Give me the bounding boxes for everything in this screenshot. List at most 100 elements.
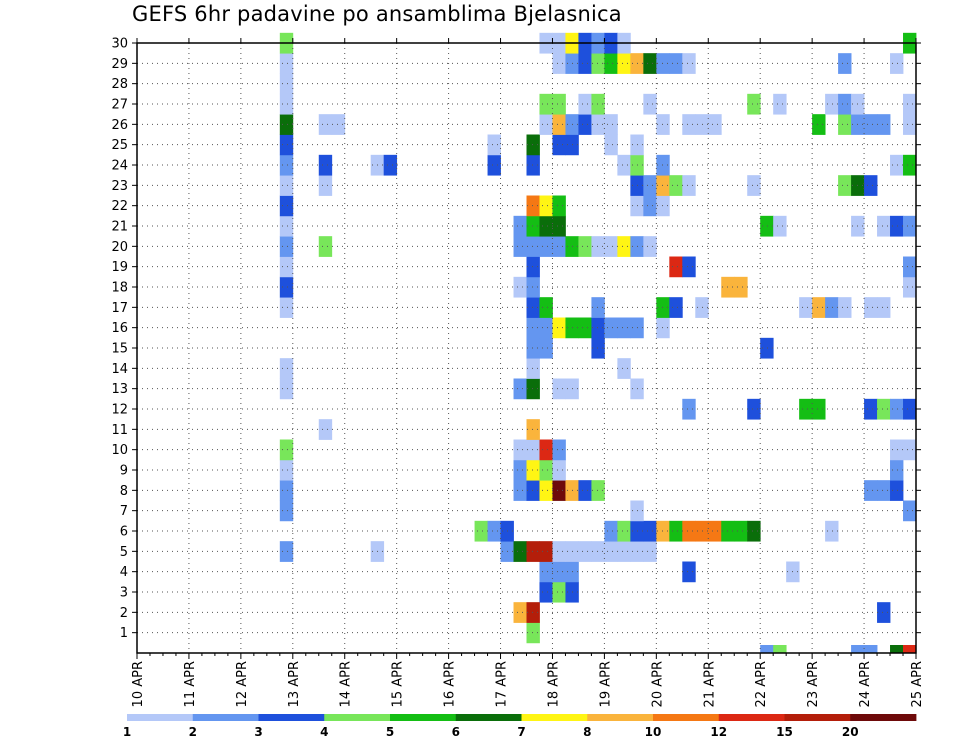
x-tick-label: 21 APR [702, 661, 717, 707]
heatmap-cell [877, 398, 891, 420]
y-tick-label: 1 [120, 626, 128, 641]
heatmap-cell [279, 154, 294, 176]
heatmap-cell [279, 236, 294, 257]
heatmap-cell [812, 114, 826, 135]
heatmap-cell [773, 215, 787, 237]
legend-swatch [127, 714, 194, 721]
heatmap-cell [903, 500, 917, 522]
heatmap-cell [669, 175, 683, 196]
heatmap-cell [526, 297, 540, 318]
heatmap-cell [617, 358, 631, 379]
legend-swatch [718, 714, 785, 721]
heatmap-cell [591, 93, 605, 115]
heatmap-cell [903, 114, 917, 135]
heatmap-cell [513, 276, 527, 298]
heatmap-cell [526, 480, 540, 501]
legend-label: 8 [583, 725, 591, 739]
heatmap-cell [539, 561, 553, 583]
heatmap-cell [552, 215, 566, 237]
heatmap-cell [513, 602, 527, 623]
x-tick-label: 25 APR [910, 661, 925, 707]
heatmap-cell [825, 297, 839, 318]
heatmap-cell [578, 480, 592, 501]
heatmap-cell [682, 256, 696, 278]
y-tick-label: 17 [111, 301, 128, 316]
heatmap-cell [682, 175, 696, 196]
heatmap-cell [383, 154, 398, 176]
heatmap-cell [487, 520, 501, 542]
heatmap-cell [526, 439, 540, 461]
heatmap-cell [578, 93, 592, 115]
heatmap-cell [513, 378, 527, 400]
heatmap-cell [539, 93, 553, 115]
heatmap-cell [799, 398, 813, 420]
heatmap-cell [656, 53, 670, 74]
y-tick-label: 30 [111, 37, 128, 52]
heatmap-cell [682, 53, 696, 74]
heatmap-cell [734, 276, 748, 298]
heatmap-cell [695, 114, 709, 135]
heatmap-cell [539, 215, 553, 237]
heatmap-cell [279, 73, 294, 95]
heatmap-cell [682, 520, 696, 542]
heatmap-cell [578, 317, 592, 339]
heatmap-cell [331, 114, 346, 135]
heatmap-cell [526, 215, 540, 237]
heatmap-cell [747, 93, 761, 115]
heatmap-cell [513, 541, 527, 562]
heatmap-cell [552, 459, 566, 481]
heatmap-cell [513, 480, 527, 501]
heatmap-cell [279, 93, 294, 115]
heatmap-cell [279, 53, 294, 74]
legend-label: 2 [189, 725, 197, 739]
heatmap-cell [591, 317, 605, 339]
legend-swatch [653, 714, 720, 721]
heatmap-cell [760, 337, 774, 359]
heatmap-cell [526, 154, 540, 176]
heatmap-cell [513, 459, 527, 481]
legend-label: 12 [710, 725, 727, 739]
heatmap-cell [526, 236, 540, 257]
heatmap-cell [526, 459, 540, 481]
heatmap-cell [617, 53, 631, 74]
heatmap-cell [539, 459, 553, 481]
heatmap-cell [890, 480, 904, 501]
heatmap-cell [591, 53, 605, 74]
x-tick-label: 20 APR [650, 661, 665, 707]
heatmap-cell [890, 154, 904, 176]
heatmap-cell [825, 520, 839, 542]
x-tick-label: 16 APR [443, 661, 458, 707]
heatmap-cell [864, 297, 878, 318]
heatmap-cell [903, 215, 917, 237]
legend-label: 4 [320, 725, 328, 739]
y-tick-label: 12 [111, 403, 128, 418]
heatmap-cell [578, 236, 592, 257]
heatmap-cell [838, 175, 852, 196]
heatmap-cell [552, 53, 566, 74]
heatmap-cell [838, 93, 852, 115]
legend-label: 10 [645, 725, 662, 739]
heatmap-cell [487, 134, 501, 156]
y-tick-label: 5 [120, 545, 128, 560]
heatmap-cell [656, 297, 670, 318]
heatmap-cell [513, 439, 527, 461]
heatmap-cell [643, 53, 657, 74]
heatmap-cell [279, 114, 294, 135]
heatmap-cell [890, 53, 904, 74]
heatmap-cell [539, 236, 553, 257]
heatmap-cell [695, 297, 709, 318]
heatmap-cell [552, 561, 566, 583]
y-tick-label: 22 [111, 199, 128, 214]
heatmap-cell [552, 93, 566, 115]
heatmap-cell [838, 53, 852, 74]
heatmap-cell [825, 93, 839, 115]
heatmap-cell [552, 581, 566, 603]
heatmap-cell [526, 256, 540, 278]
heatmap-cell [773, 645, 787, 654]
y-tick-label: 26 [111, 118, 128, 133]
heatmap-cell [812, 398, 826, 420]
heatmap-cell [643, 195, 657, 217]
y-tick-label: 15 [111, 342, 128, 357]
heatmap-cell [526, 337, 540, 359]
